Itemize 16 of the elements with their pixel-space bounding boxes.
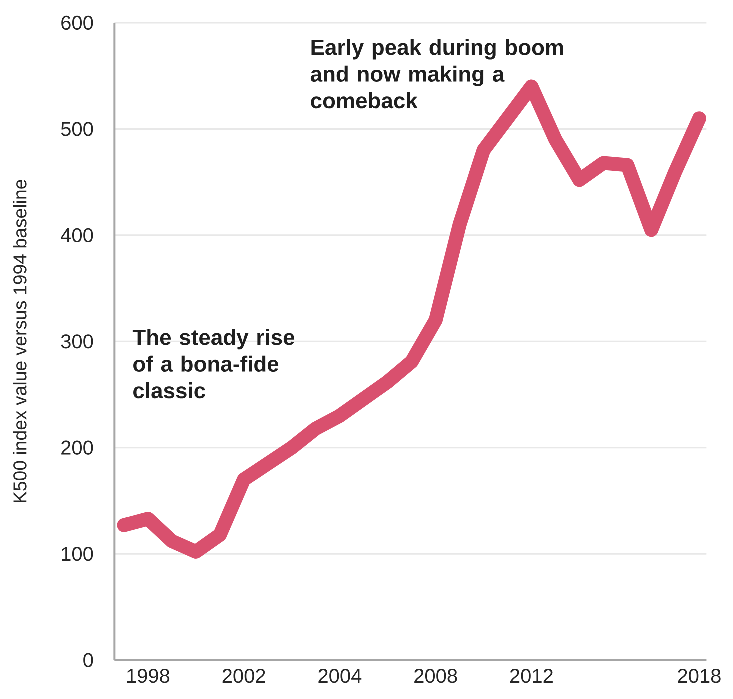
y-tick-label: 0 (84, 653, 94, 668)
x-tick-label: 2012 (510, 669, 553, 684)
y-axis-title: K500 index value versus 1994 baseline (13, 180, 27, 503)
x-tick-label: 2004 (318, 669, 362, 684)
y-tick-label: 600 (62, 16, 94, 30)
annotation: The steady rise of a bona-fide classic (132, 329, 295, 399)
y-tick-label: 500 (61, 122, 94, 136)
x-tick-label: 2002 (222, 669, 266, 684)
y-tick-label: 300 (61, 334, 94, 349)
x-tick-label: 2008 (414, 669, 458, 684)
annotation: Early peak during boom and now making a comeback (310, 39, 564, 109)
y-tick-label: 400 (61, 228, 94, 243)
y-tick-label: 100 (62, 547, 94, 562)
x-tick-label: 2018 (678, 669, 721, 684)
y-tick-label: 200 (62, 440, 94, 455)
x-tick-label: 1998 (128, 669, 170, 684)
